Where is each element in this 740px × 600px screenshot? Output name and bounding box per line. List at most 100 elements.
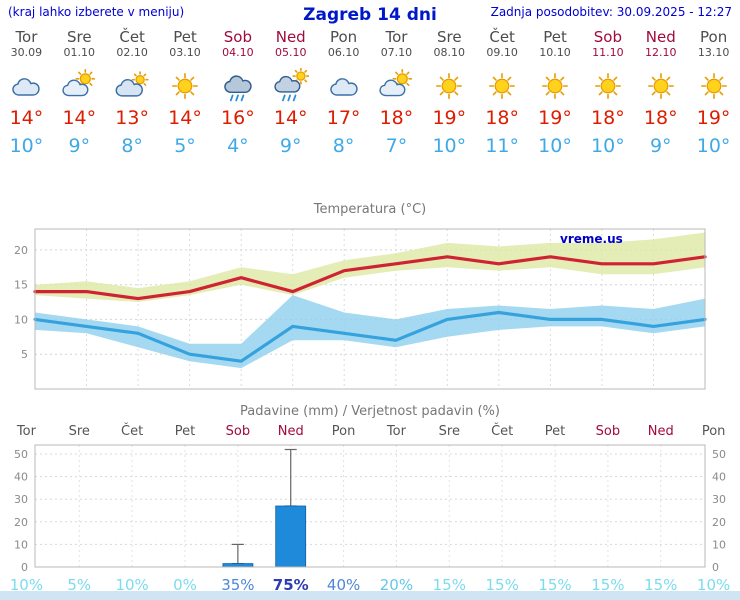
svg-text:5: 5 <box>21 348 28 361</box>
min-temp: 9° <box>649 135 672 157</box>
precip-probability: 0% <box>173 576 197 594</box>
precip-probability: 20% <box>379 576 414 594</box>
day-column[interactable]: Čet 09.10 18° 11° <box>476 28 529 158</box>
max-temp: 18° <box>379 107 414 129</box>
day-date: 02.10 <box>116 46 148 59</box>
header: (kraj lahko izberete v meniju) Zagreb 14… <box>0 0 740 25</box>
day-name: Čet <box>489 28 515 46</box>
day-column[interactable]: Pon 13.10 19° 10° <box>687 28 740 158</box>
svg-text:50: 50 <box>712 448 726 461</box>
max-temp: 13° <box>115 107 149 129</box>
last-update-label: Zadnja posodobitev: 30.09.2025 - 12:27 <box>490 5 732 19</box>
precip-day-label: Sre <box>68 424 90 439</box>
precip-probability: 15% <box>538 576 572 594</box>
max-temp: 14° <box>168 107 202 129</box>
precip-probability: 40% <box>326 576 361 594</box>
max-temp: 19° <box>696 107 731 129</box>
svg-text:30: 30 <box>14 493 28 506</box>
max-temp: 14° <box>9 107 44 129</box>
precip-day-label: Ned <box>277 424 304 439</box>
day-column[interactable]: Tor 07.10 18° 7° <box>370 28 423 158</box>
sunny-icon <box>476 66 529 106</box>
bottom-scroll-strip <box>0 591 740 600</box>
day-date: 11.10 <box>592 46 624 59</box>
svg-text:10: 10 <box>712 538 726 551</box>
precip-day-labels: Tor Sre Čet Pet Sob Ned Pon Tor Sre Čet Pet Sob Ned P… <box>0 424 740 439</box>
day-name: Sob <box>593 28 622 46</box>
precipitation-chart: 0 0 10 10 20 20 30 30 40 40 50 50 <box>14 444 726 574</box>
min-temp: 9° <box>68 135 91 157</box>
svg-text:50: 50 <box>14 448 28 461</box>
day-column[interactable]: Pon 06.10 17° 8° <box>317 28 370 158</box>
precip-day-label: Čet <box>121 424 144 439</box>
day-date: 07.10 <box>380 46 413 59</box>
rain-sun-icon <box>264 66 317 106</box>
menu-hint: (kraj lahko izberete v meniju) <box>8 5 185 19</box>
min-temp: 4° <box>227 135 249 157</box>
precip-day-label: Pon <box>331 424 356 439</box>
rain-icon <box>211 66 264 106</box>
precip-probability-row: 10% 5% 10% 0% 35% 75% 40% 20% 15% 15% 15% 15% 15% 10% <box>0 576 740 594</box>
precipitation-chart-title: Padavine (mm) / Verjetnost padavin (%) <box>240 404 500 419</box>
precip-probability: 15% <box>485 576 519 594</box>
temperature-chart-title: Temperatura (°C) <box>313 202 427 217</box>
day-column[interactable]: Tor 30.09 14° 10° <box>0 28 53 158</box>
precip-day-label: Sob <box>225 424 251 439</box>
precip-probability: 75% <box>272 576 309 594</box>
min-temp: 11° <box>485 135 519 157</box>
day-name: Ned <box>645 28 676 46</box>
max-temp: 16° <box>221 107 255 129</box>
min-temp: 10° <box>538 135 572 157</box>
svg-text:20: 20 <box>14 516 28 529</box>
cloudy-icon <box>0 66 53 106</box>
precip-day-label: Pet <box>544 424 566 439</box>
sunny-icon <box>159 66 212 106</box>
precip-probability: 15% <box>591 576 625 594</box>
day-column[interactable]: Ned 12.10 18° 9° <box>634 28 687 158</box>
day-date: 13.10 <box>697 46 730 59</box>
day-column[interactable]: Sre 01.10 14° 9° <box>53 28 106 158</box>
svg-text:10: 10 <box>14 538 28 551</box>
day-date: 06.10 <box>327 46 360 59</box>
precip-day-label: Sob <box>595 424 621 439</box>
day-column[interactable]: Sob 11.10 18° 10° <box>581 28 634 158</box>
max-temp: 14° <box>273 107 308 129</box>
precip-probability: 35% <box>221 576 255 594</box>
max-temp: 19° <box>538 107 572 129</box>
day-column[interactable]: Pet 10.10 19° 10° <box>529 28 582 158</box>
min-temp: 8° <box>332 135 355 157</box>
precip-probability: 10% <box>9 576 44 594</box>
precip-probability: 5% <box>67 576 92 594</box>
precip-day-label: Ned <box>647 424 674 439</box>
svg-text:20: 20 <box>14 244 28 257</box>
precip-probability: 15% <box>644 576 678 594</box>
svg-text:30: 30 <box>712 493 726 506</box>
forecast-strip: Tor 30.09 14° 10° Sre 01.10 14° 9° Čet 02.10 13° 8°… <box>0 28 740 158</box>
day-column[interactable]: Čet 02.10 13° 8° <box>106 28 159 158</box>
max-temp: 18° <box>591 107 625 129</box>
day-name: Pon <box>700 28 728 46</box>
min-temp: 10° <box>432 135 467 157</box>
day-name: Čet <box>119 28 145 46</box>
day-column[interactable]: Sre 08.10 19° 10° <box>423 28 476 158</box>
svg-text:40: 40 <box>14 471 28 484</box>
day-column[interactable]: Sob 04.10 16° 4° <box>211 28 264 158</box>
day-date: 30.09 <box>10 46 43 59</box>
svg-text:0: 0 <box>712 561 719 574</box>
day-name: Pet <box>173 28 197 46</box>
min-temp: 5° <box>174 135 196 157</box>
min-temp: 10° <box>696 135 731 157</box>
max-temp: 18° <box>485 107 519 129</box>
sunny-icon <box>529 66 582 106</box>
day-column[interactable]: Pet 03.10 14° 5° <box>159 28 212 158</box>
precip-probability: 10% <box>115 576 149 594</box>
precip-probability: 10% <box>696 576 731 594</box>
day-column[interactable]: Ned 05.10 14° 9° <box>264 28 317 158</box>
svg-text:10: 10 <box>14 313 28 326</box>
svg-text:15: 15 <box>14 279 28 292</box>
precip-day-label: Sre <box>438 424 460 439</box>
day-date: 05.10 <box>274 46 307 59</box>
day-date: 03.10 <box>169 46 201 59</box>
sunny-icon <box>581 66 634 106</box>
partly-cloudy-icon <box>53 66 106 106</box>
